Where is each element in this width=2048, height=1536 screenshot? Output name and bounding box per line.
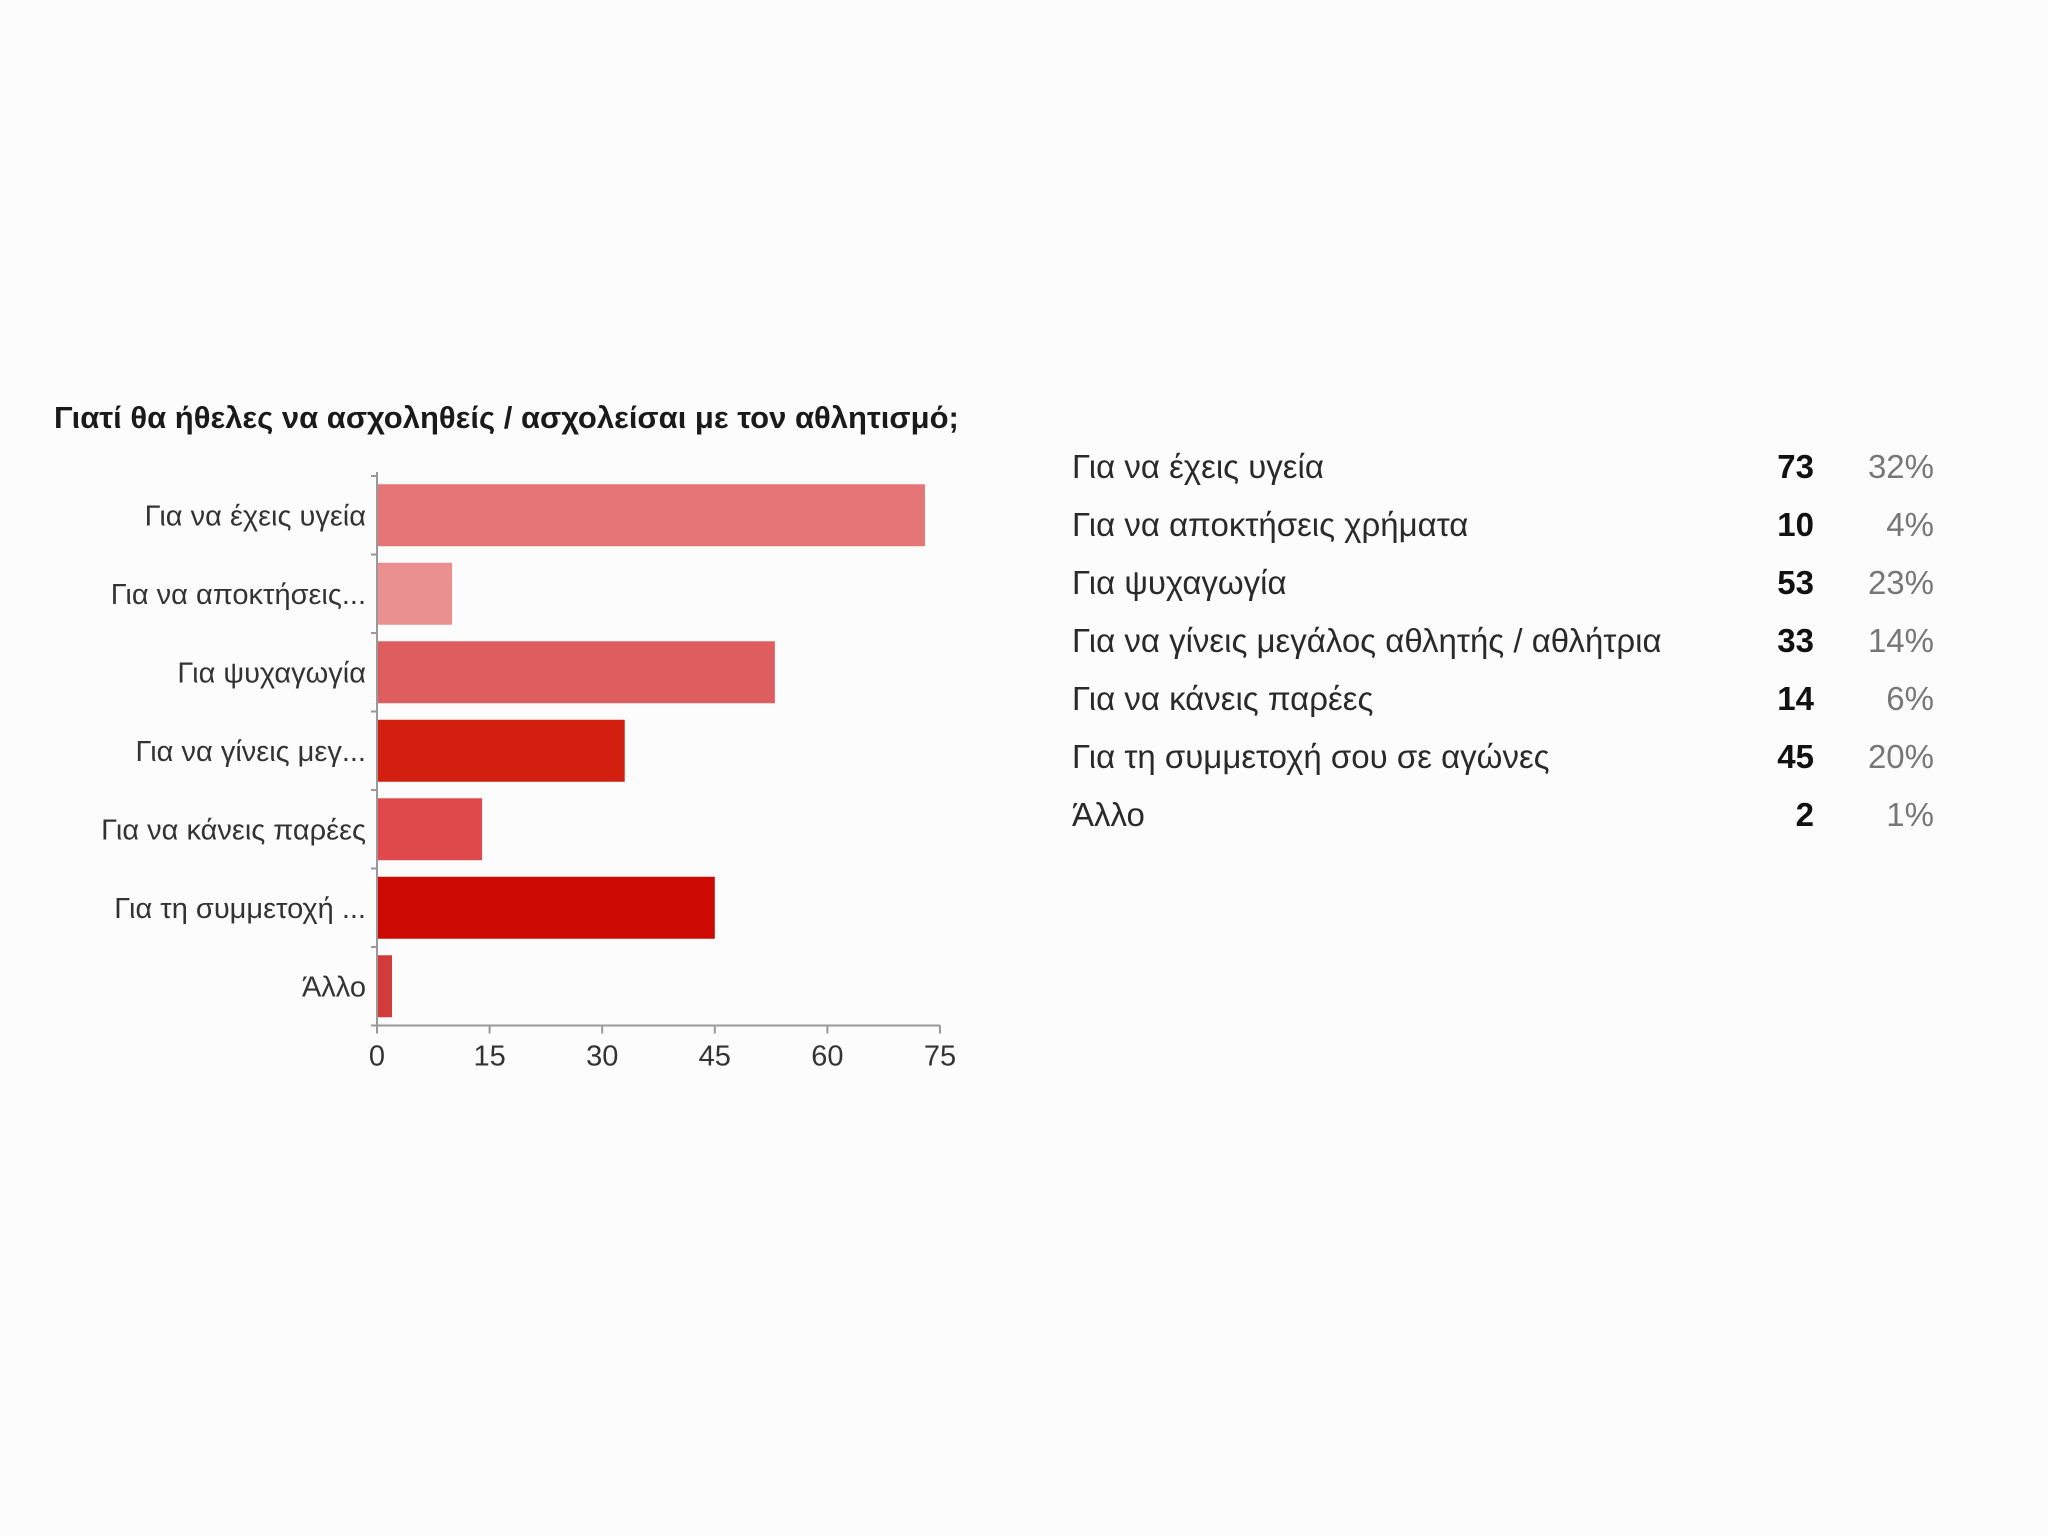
summary-row: Για να κάνεις παρέες 14 6% — [1072, 670, 1934, 728]
summary-count: 45 — [1777, 738, 1814, 775]
bar — [377, 641, 775, 704]
x-tick-label: 30 — [586, 1041, 618, 1073]
summary-row: Άλλο 2 1% — [1072, 786, 1934, 844]
summary-label: Για τη συμμετοχή σου σε αγώνες — [1072, 738, 1550, 775]
summary-label: Για να έχεις υγεία — [1072, 448, 1324, 485]
summary-label: Άλλο — [1072, 796, 1145, 833]
category-label: Για τη συμμετοχή ... — [114, 893, 366, 925]
summary-percent: 1% — [1886, 796, 1934, 833]
summary-row: Για να αποκτήσεις χρήματα 10 4% — [1072, 496, 1934, 554]
summary-row: Για να γίνεις μεγάλος αθλητής / αθλήτρια… — [1072, 612, 1934, 670]
x-tick-label: 45 — [699, 1041, 731, 1073]
summary-count: 2 — [1795, 796, 1814, 833]
summary-count: 14 — [1777, 680, 1814, 717]
summary-label: Για να αποκτήσεις χρήματα — [1072, 506, 1469, 543]
bar — [377, 562, 453, 625]
summary-count: 10 — [1777, 506, 1814, 543]
summary-count: 73 — [1777, 448, 1814, 485]
summary-label: Για ψυχαγωγία — [1072, 564, 1287, 601]
summary-percent: 4% — [1886, 506, 1934, 543]
summary-percent: 20% — [1867, 738, 1934, 775]
bar — [377, 798, 483, 861]
x-tick-label: 0 — [369, 1041, 385, 1073]
summary-percent: 6% — [1886, 680, 1934, 717]
category-label: Για να αποκτήσεις... — [111, 579, 366, 611]
x-tick-label: 75 — [924, 1041, 956, 1073]
category-label: Για να κάνεις παρέες — [101, 814, 366, 846]
summary-count: 53 — [1777, 564, 1814, 601]
summary-count: 33 — [1777, 622, 1814, 659]
x-tick-label: 15 — [473, 1041, 505, 1073]
x-tick-label: 60 — [811, 1041, 843, 1073]
summary-row: Για τη συμμετοχή σου σε αγώνες 45 20% — [1072, 728, 1934, 786]
bar — [377, 876, 715, 939]
summary-label: Για να κάνεις παρέες — [1072, 680, 1374, 717]
bar — [377, 955, 393, 1018]
summary-percent: 32% — [1867, 448, 1934, 485]
summary-percent: 23% — [1867, 564, 1934, 601]
bar — [377, 719, 625, 782]
summary-row: Για ψυχαγωγία 53 23% — [1072, 554, 1934, 612]
summary-label: Για να γίνεις μεγάλος αθλητής / αθλήτρια — [1072, 622, 1662, 659]
summary-table: Για να έχεις υγεία 73 32% Για να αποκτήσεις… — [1072, 438, 1934, 844]
category-label: Άλλο — [302, 971, 366, 1003]
category-label: Για ψυχαγωγία — [177, 657, 366, 689]
chart-title: Γιατί θα ήθελες να ασχοληθείς / ασχολείσ… — [54, 400, 959, 435]
category-label: Για να έχεις υγεία — [145, 500, 366, 532]
category-label: Για να γίνεις μεγ... — [136, 736, 366, 768]
summary-table-body: Για να έχεις υγεία 73 32% Για να αποκτήσεις… — [1072, 438, 1934, 844]
summary-percent: 14% — [1867, 622, 1934, 659]
bar — [377, 484, 925, 547]
summary-row: Για να έχεις υγεία 73 32% — [1072, 438, 1934, 496]
